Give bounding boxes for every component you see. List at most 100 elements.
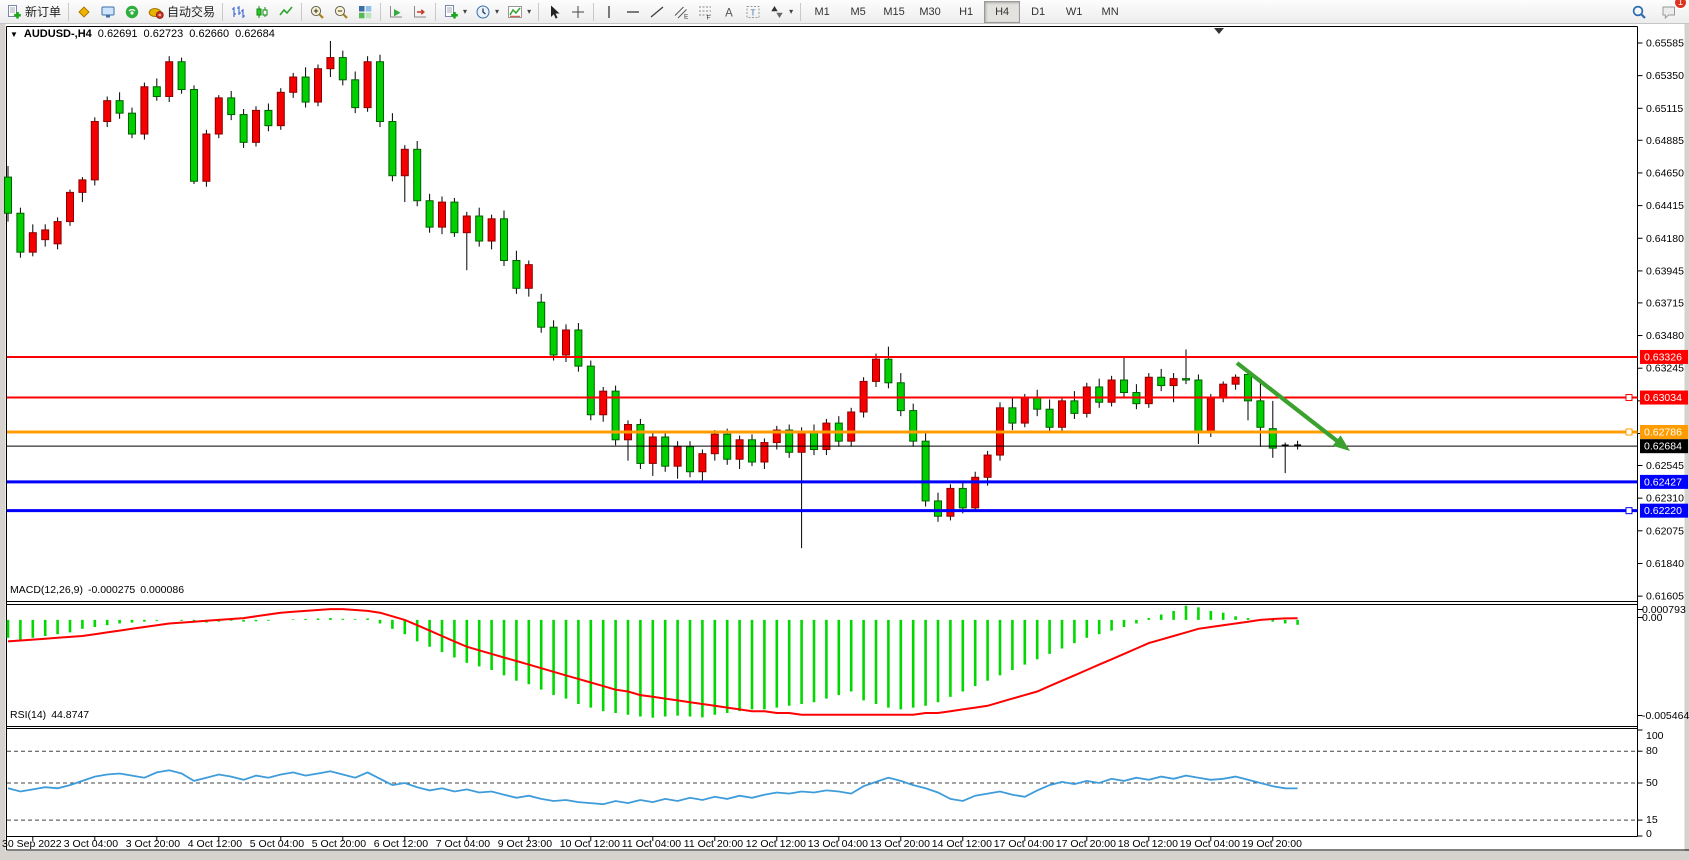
candle-down [500, 218, 508, 261]
candle-down [425, 200, 434, 228]
doc-plus-icon [445, 4, 458, 18]
indicator-icon [508, 5, 523, 18]
time-tick-label: 11 Oct 04:00 [622, 838, 682, 850]
tile-windows-button[interactable] [353, 0, 377, 23]
price-tick-label: 0.62075 [1646, 525, 1684, 537]
bar-chart-button[interactable] [226, 0, 250, 23]
fibonacci-button[interactable]: F [693, 0, 717, 23]
new-order-button[interactable]: 新订单 [2, 0, 65, 23]
equidistant-channel-button[interactable]: E [669, 0, 693, 23]
window-left-edge [0, 24, 6, 860]
price-tick-label: 0.64885 [1646, 135, 1684, 147]
line-chart-button[interactable] [274, 0, 298, 23]
timeframe-w1-button[interactable]: W1 [1065, 5, 1083, 18]
zoom-out-button[interactable] [329, 0, 353, 23]
candle-down [351, 79, 360, 109]
price-tick-label: 0.62310 [1646, 493, 1684, 505]
window-bottom-edge [0, 851, 1689, 860]
candle-down [1008, 407, 1017, 424]
timeframe-d1-button[interactable]: D1 [1031, 5, 1046, 18]
periods-button[interactable]: ▾ [471, 0, 503, 23]
candle-down [537, 301, 546, 328]
rsi-axis-label: 50 [1646, 777, 1658, 789]
candle-up [983, 454, 992, 478]
symbol-timeframe-label: AUDUSD-,H4 [23, 28, 92, 40]
price-tag-label: 0.62220 [1644, 505, 1682, 517]
line-handle[interactable] [1625, 394, 1633, 402]
candle-down [636, 423, 645, 464]
chart-canvas[interactable]: 0.65585 0.65350 0.65115 0.64885 0.64650 0.644… [0, 24, 1689, 860]
text-button[interactable]: A [717, 0, 741, 23]
candle-up [66, 191, 74, 223]
signals-button[interactable] [120, 0, 144, 23]
timeframe-h1-button[interactable]: H1 [959, 5, 974, 18]
zoom-in-button[interactable] [305, 0, 329, 23]
indicators-button[interactable]: ▾ [503, 0, 535, 23]
auto-trading-button[interactable]: 自动交易 [144, 0, 219, 23]
candle-up [1231, 376, 1240, 385]
new-chart-button[interactable]: ▾ [439, 0, 471, 23]
timeframe-m30-button[interactable]: M30 [919, 5, 941, 18]
notifications-button[interactable]: 1 [1657, 0, 1687, 23]
line-handle[interactable] [1625, 507, 1633, 515]
toolbar-separator [593, 2, 595, 21]
chart-shift-marker[interactable] [1214, 28, 1224, 34]
line-chart-icon [279, 5, 293, 15]
crosshair-button[interactable] [566, 0, 590, 23]
candle-down [475, 215, 484, 242]
candle-up [276, 91, 285, 127]
timeframe-m15-button[interactable]: M15 [883, 5, 905, 18]
trend-arrow-line[interactable] [1235, 361, 1342, 446]
candle-up [1082, 386, 1091, 414]
chart-shift-button[interactable] [408, 0, 432, 23]
timeframe-m5-button[interactable]: M5 [850, 5, 866, 18]
ohlc-high: 0.62723 [143, 28, 184, 40]
candle-up [1107, 379, 1116, 403]
candle-up [165, 61, 174, 97]
trend-arrow-head [1332, 435, 1350, 451]
new-order-button-label: 新订单 [25, 5, 62, 19]
candlestick-chart-button[interactable] [250, 0, 274, 23]
candle-up [103, 100, 112, 123]
trendline-button[interactable] [645, 0, 669, 23]
text-label-button[interactable]: T [741, 0, 765, 23]
symbol-dropdown-icon[interactable]: ▼ [10, 29, 18, 39]
candle-down [4, 176, 12, 214]
auto-scroll-button[interactable] [384, 0, 408, 23]
line-handle[interactable] [1625, 428, 1633, 436]
metaquotes-button[interactable] [72, 0, 96, 23]
vertical-line-button[interactable] [597, 0, 621, 23]
candle-up [648, 436, 657, 464]
tile-icon [359, 5, 372, 18]
market-watch-button[interactable] [96, 0, 120, 23]
rsi-axis-label: 80 [1646, 745, 1658, 757]
price-tick-label: 0.63715 [1646, 297, 1684, 309]
candle-down [512, 259, 521, 289]
horizontal-line-button[interactable] [621, 0, 645, 23]
arrows-button[interactable]: ▾ [765, 0, 797, 23]
cursor-button[interactable] [542, 0, 566, 23]
candle-down [723, 433, 732, 460]
candle-up [772, 429, 781, 444]
candle-down [450, 201, 459, 234]
candle-up [289, 76, 298, 93]
candle-down [1268, 428, 1277, 449]
signal-icon [125, 5, 139, 18]
rsi-axis-label: 0 [1646, 828, 1652, 840]
candle-down [177, 61, 186, 91]
rsi-indicator-label: RSI(14) 44.8747 [10, 709, 89, 721]
textA-icon: A [725, 7, 733, 19]
time-tick-label: 14 Oct 12:00 [932, 838, 992, 850]
candle-down [611, 390, 620, 441]
price-tick-label: 0.63480 [1646, 330, 1684, 342]
candle-down [884, 358, 893, 384]
time-tick-label: 17 Oct 20:00 [1056, 838, 1116, 850]
candle-up [735, 439, 744, 460]
timeframe-mn-button[interactable]: MN [1101, 5, 1119, 18]
timeframe-h4-button[interactable]: H4 [984, 0, 1021, 23]
macd-axis-label: 0.00 [1642, 612, 1663, 624]
search-button[interactable] [1627, 0, 1651, 23]
timeframe-m1-button[interactable]: M1 [814, 5, 830, 18]
candle-down [921, 440, 930, 502]
macd-axis-label: -0.005464 [1642, 710, 1689, 722]
